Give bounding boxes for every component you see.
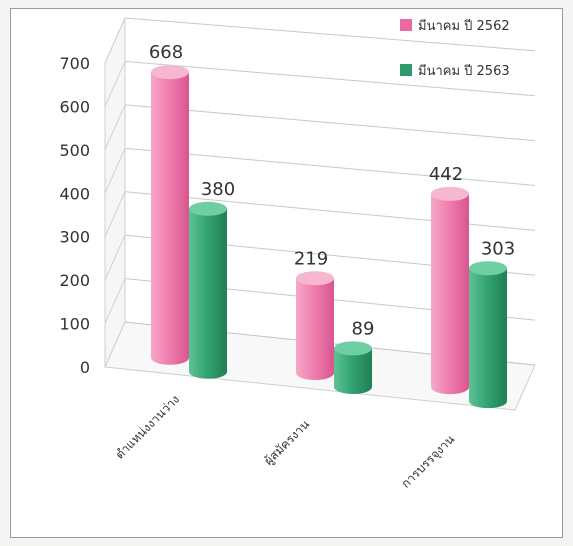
legend-label: มีนาคม ปี 2563 [418,63,510,79]
side-wall [104,17,126,368]
y-tick-label: 300 [59,228,90,247]
bar [469,261,507,409]
y-tick-label: 700 [59,54,90,73]
bar-top [296,271,334,286]
bar-top [469,261,507,276]
data-label: 668 [149,42,183,63]
gridline-side [104,278,126,324]
bar [189,201,227,379]
y-tick-label: 500 [59,141,90,160]
bar-top [189,201,227,216]
legend-swatch [400,64,412,76]
gridline [124,147,536,186]
gridline [124,17,536,52]
data-label: 442 [429,164,463,185]
gridline-side [104,191,126,237]
gridline-side [104,17,126,64]
gridline-side [104,104,126,151]
gridline-side [104,61,126,107]
bar-body [334,348,372,394]
y-tick-label: 200 [59,271,90,290]
data-label: 380 [201,179,235,200]
bar-top [431,186,469,201]
bar-body [469,268,507,409]
legend-item: มีนาคม ปี 2562 [400,18,510,34]
bar-body [189,208,227,379]
y-tick-label: 400 [59,184,90,203]
bar-top [334,341,372,356]
bar-top [151,65,189,80]
y-tick-label: 600 [59,97,90,116]
category-label: ตำแหน่งงานว่าง [113,392,183,462]
legend-swatch [400,19,412,31]
bar [151,65,189,365]
data-label: 303 [481,238,515,259]
y-tick-label: 0 [80,358,90,377]
bar-body [431,193,469,395]
category-label: การบรรจุงาน [399,432,458,491]
gridline-side [104,234,126,281]
bar [334,341,372,394]
legend-label: มีนาคม ปี 2562 [418,18,510,34]
data-label: 89 [352,318,375,339]
y-tick-label: 100 [59,315,90,334]
legend-item: มีนาคม ปี 2563 [400,63,510,79]
bar-body [296,278,334,380]
bar [296,271,334,380]
gridline [124,60,536,97]
bar [431,186,469,395]
gridline-side [104,321,126,368]
gridline [124,104,536,142]
gridline-side [104,148,126,194]
category-label: ผู้สมัครงาน [262,417,313,468]
bar-body [151,72,189,365]
data-label: 219 [294,248,328,269]
